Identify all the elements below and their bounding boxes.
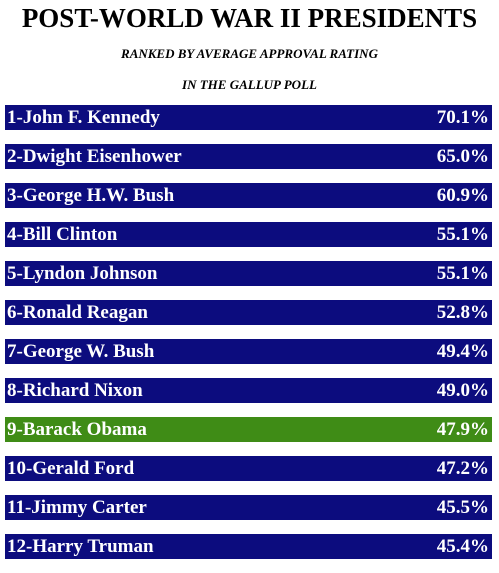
chart-subtitle-line-1: RANKED BY AVERAGE APPROVAL RATING xyxy=(121,46,378,61)
president-label: 11-Jimmy Carter xyxy=(7,497,147,518)
ranking-row: 11-Jimmy Carter 45.5% xyxy=(5,495,492,520)
ranking-row: 7-George W. Bush 49.4% xyxy=(5,339,492,364)
approval-value-label: 55.1% xyxy=(436,263,489,284)
chart-title: POST-WORLD WAR II PRESIDENTS xyxy=(21,3,478,33)
president-label: 6-Ronald Reagan xyxy=(7,302,148,323)
ranking-row: 6-Ronald Reagan 52.8% xyxy=(5,300,492,325)
president-label: 5-Lyndon Johnson xyxy=(7,263,158,284)
ranking-table: 1-John F. Kennedy 70.1% 2-Dwight Eisenhowe… xyxy=(5,105,492,573)
ranking-row: 5-Lyndon Johnson 55.1% xyxy=(5,261,492,286)
ranking-row: 1-John F. Kennedy 70.1% xyxy=(5,105,492,130)
president-label: 4-Bill Clinton xyxy=(7,224,118,245)
ranking-row: 10-Gerald Ford 47.2% xyxy=(5,456,492,481)
chart-subtitle-line-2: IN THE GALLUP POLL xyxy=(182,77,317,92)
president-label: 1-John F. Kennedy xyxy=(7,107,160,128)
ranking-row: 8-Richard Nixon 49.0% xyxy=(5,378,492,403)
approval-value-label: 47.2% xyxy=(436,458,489,479)
president-label: 2-Dwight Eisenhower xyxy=(7,146,182,167)
approval-value-label: 47.9% xyxy=(436,419,489,440)
ranking-row: 2-Dwight Eisenhower 65.0% xyxy=(5,144,492,169)
approval-value-label: 65.0% xyxy=(436,146,489,167)
ranking-row: 3-George H.W. Bush 60.9% xyxy=(5,183,492,208)
president-label: 8-Richard Nixon xyxy=(7,380,143,401)
president-label: 7-George W. Bush xyxy=(7,341,155,362)
ranking-row: 4-Bill Clinton 55.1% xyxy=(5,222,492,247)
president-label: 3-George H.W. Bush xyxy=(7,185,175,206)
president-label: 9-Barack Obama xyxy=(7,419,147,440)
ranking-row: 12-Harry Truman 45.4% xyxy=(5,534,492,559)
approval-value-label: 49.0% xyxy=(436,380,489,401)
approval-value-label: 45.5% xyxy=(436,497,489,518)
approval-value-label: 55.1% xyxy=(436,224,489,245)
approval-value-label: 60.9% xyxy=(436,185,489,206)
approval-value-label: 49.4% xyxy=(436,341,489,362)
president-label: 12-Harry Truman xyxy=(7,536,154,557)
approval-value-label: 45.4% xyxy=(436,536,489,557)
approval-value-label: 70.1% xyxy=(436,107,489,128)
ranking-row-highlighted: 9-Barack Obama 47.9% xyxy=(5,417,492,442)
approval-value-label: 52.8% xyxy=(436,302,489,323)
president-label: 10-Gerald Ford xyxy=(7,458,135,479)
